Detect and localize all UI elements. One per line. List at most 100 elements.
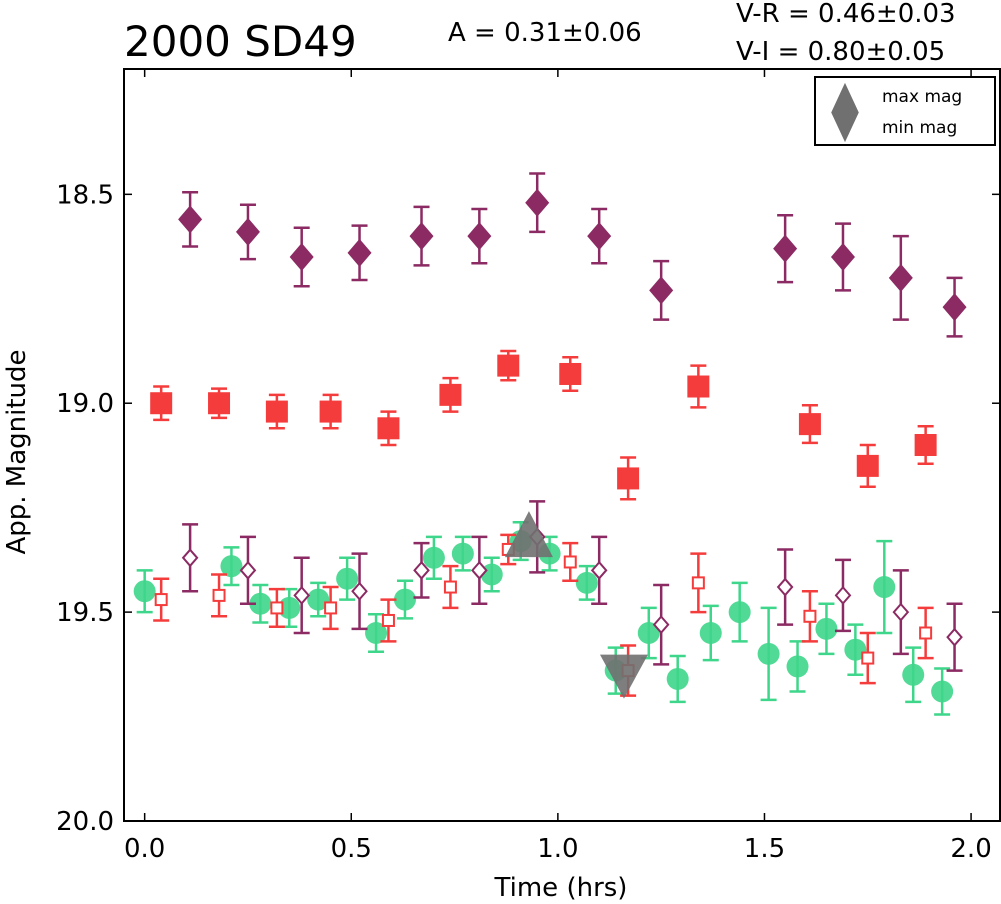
data-point: [413, 560, 430, 580]
data-point: [154, 593, 168, 607]
data-point: [497, 354, 520, 377]
data-point: [757, 642, 780, 665]
series-circle-filled: [133, 521, 954, 716]
data-point: [381, 613, 395, 627]
data-point: [942, 293, 967, 322]
series-diamond-open: [181, 500, 963, 672]
legend-max-mag-label: max mag: [882, 87, 962, 107]
data-point: [319, 400, 342, 423]
data-point: [239, 560, 257, 580]
y-tick-label: 20.0: [56, 807, 114, 837]
series-square-filled: [150, 349, 937, 501]
data-point: [212, 588, 226, 602]
data-point: [590, 560, 608, 580]
data-point: [351, 581, 368, 601]
data-point: [946, 627, 963, 647]
data-point: [347, 238, 372, 267]
data-point: [336, 567, 359, 590]
data-point: [830, 243, 855, 271]
data-point: [181, 548, 199, 568]
data-point: [834, 585, 852, 605]
data-point: [270, 601, 284, 615]
data-point: [652, 615, 670, 635]
data-point: [249, 592, 272, 615]
data-point: [467, 222, 492, 251]
data-point: [786, 655, 809, 678]
amplitude-annotation: A = 0.31±0.06: [448, 18, 642, 48]
data-point: [409, 222, 434, 251]
data-point: [451, 542, 474, 565]
data-point: [471, 560, 488, 580]
data-point: [892, 602, 910, 622]
legend-min-mag-icon: [831, 112, 859, 143]
data-point: [861, 651, 875, 665]
data-point: [220, 555, 243, 578]
data-point: [307, 588, 330, 611]
data-point: [687, 375, 710, 398]
data-point: [617, 467, 640, 490]
data-point: [728, 601, 751, 624]
legend: max mag min mag: [814, 76, 996, 146]
y-tick-label: 19.5: [56, 598, 114, 628]
data-point: [666, 667, 689, 690]
data-point: [575, 571, 598, 594]
v-i-annotation: V-I = 0.80±0.05: [736, 37, 945, 67]
data-point: [150, 392, 173, 415]
v-r-annotation: V-R = 0.46±0.03: [736, 0, 956, 29]
data-point: [324, 601, 338, 615]
data-point: [649, 276, 674, 305]
y-axis-label: App. Magnitude: [2, 349, 32, 554]
data-point: [393, 588, 416, 611]
data-point: [377, 417, 400, 440]
extreme-markers-layer: [504, 511, 648, 699]
data-point: [919, 626, 933, 640]
x-tick-label: 0.5: [331, 834, 372, 864]
data-point: [637, 622, 660, 644]
data-point: [293, 585, 311, 605]
data-series-layer: [133, 172, 967, 716]
data-point: [289, 243, 314, 271]
data-point: [278, 596, 301, 619]
data-point: [443, 580, 457, 594]
data-point: [178, 205, 203, 234]
max-mag-marker: [504, 511, 553, 558]
data-point: [265, 400, 288, 423]
data-point: [776, 577, 794, 597]
data-point: [856, 454, 879, 477]
data-point: [699, 622, 722, 644]
data-point: [439, 383, 462, 406]
data-point: [208, 392, 231, 415]
data-point: [559, 362, 582, 385]
chart-title: 2000 SD49: [124, 17, 357, 66]
legend-max-mag-icon: [831, 82, 859, 113]
data-point: [773, 234, 798, 263]
y-tick-label: 19.0: [56, 389, 114, 419]
data-point: [525, 188, 550, 217]
data-point: [803, 609, 817, 623]
data-point: [422, 546, 445, 569]
x-tick-label: 0.0: [124, 834, 165, 864]
data-point: [873, 576, 896, 599]
data-point: [914, 434, 937, 456]
data-point: [133, 580, 156, 603]
data-point: [798, 413, 821, 436]
x-tick-label: 1.5: [744, 834, 785, 864]
plot-frame: [123, 68, 1001, 822]
x-axis-label: Time (hrs): [494, 873, 628, 903]
data-point: [931, 680, 954, 703]
data-point: [888, 263, 913, 292]
data-point: [235, 217, 260, 246]
data-point: [691, 576, 705, 590]
data-point: [902, 663, 925, 686]
data-point: [815, 617, 838, 640]
y-tick-label: 18.5: [56, 180, 114, 210]
data-point: [587, 222, 612, 251]
series-diamond-filled: [178, 172, 967, 338]
data-point: [365, 622, 388, 644]
x-tick-label: 1.0: [537, 834, 578, 864]
data-point: [844, 638, 867, 661]
axis-ticks: 0.0 0.5 1.0 1.5 2.0 18.5 19.0 19.5 20.0: [56, 69, 1000, 864]
data-point: [563, 555, 577, 569]
min-mag-marker: [599, 654, 648, 699]
